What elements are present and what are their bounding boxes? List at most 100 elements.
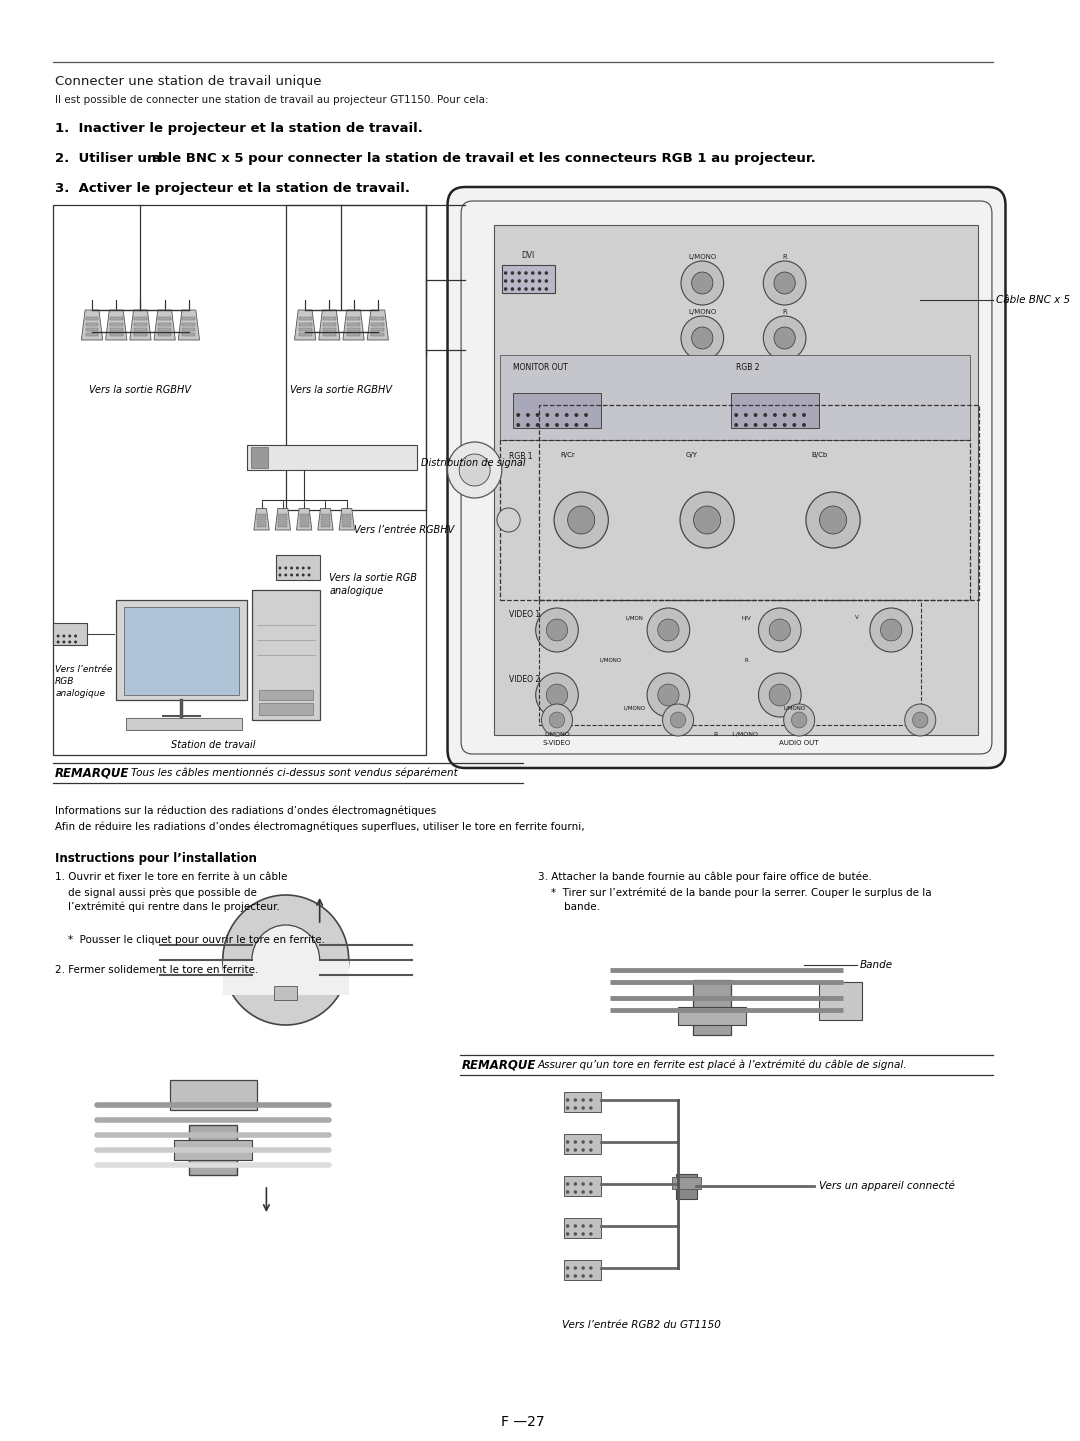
- Polygon shape: [81, 310, 103, 340]
- Circle shape: [573, 1274, 577, 1278]
- Circle shape: [764, 424, 767, 427]
- Polygon shape: [130, 310, 151, 340]
- Circle shape: [590, 1098, 593, 1102]
- Text: 1. Ouvrir et fixer le tore en ferrite à un câble: 1. Ouvrir et fixer le tore en ferrite à …: [55, 872, 287, 882]
- Text: Vers un appareil connecté: Vers un appareil connecté: [819, 1180, 955, 1192]
- Bar: [117, 599, 247, 700]
- Bar: [564, 1092, 600, 1112]
- Circle shape: [581, 1148, 585, 1151]
- Circle shape: [541, 705, 572, 736]
- Bar: [323, 317, 336, 320]
- Bar: [159, 317, 171, 320]
- Circle shape: [773, 424, 777, 427]
- Circle shape: [566, 1225, 569, 1228]
- Text: L/MONO: L/MONO: [783, 705, 806, 710]
- Bar: [299, 522, 309, 523]
- Circle shape: [774, 272, 795, 294]
- Circle shape: [566, 1140, 569, 1144]
- Circle shape: [744, 424, 747, 427]
- Text: H/V: H/V: [741, 615, 751, 620]
- Text: R       L/MONO: R L/MONO: [714, 732, 758, 736]
- Circle shape: [806, 491, 860, 548]
- Polygon shape: [106, 310, 126, 340]
- Circle shape: [531, 287, 535, 291]
- Bar: [321, 522, 330, 523]
- Circle shape: [647, 608, 690, 651]
- Bar: [251, 447, 268, 468]
- Circle shape: [769, 684, 791, 706]
- Circle shape: [538, 271, 541, 275]
- Circle shape: [792, 712, 807, 728]
- Bar: [500, 440, 970, 599]
- Text: AUDIO OUT: AUDIO OUT: [780, 741, 819, 746]
- Circle shape: [554, 491, 608, 548]
- Polygon shape: [297, 509, 312, 530]
- Bar: [539, 599, 921, 725]
- Bar: [183, 317, 195, 320]
- Circle shape: [565, 414, 568, 416]
- Circle shape: [573, 1140, 577, 1144]
- Circle shape: [63, 634, 66, 637]
- Circle shape: [511, 280, 514, 282]
- Circle shape: [568, 506, 595, 535]
- Circle shape: [581, 1182, 585, 1186]
- Bar: [672, 1177, 701, 1189]
- Circle shape: [565, 424, 568, 427]
- Circle shape: [573, 1232, 577, 1236]
- Circle shape: [544, 287, 548, 291]
- Circle shape: [573, 1225, 577, 1228]
- Text: Instructions pour l’installation: Instructions pour l’installation: [55, 852, 257, 865]
- Text: 3. Attacher la bande fournie au câble pour faire office de butée.: 3. Attacher la bande fournie au câble po…: [538, 872, 872, 882]
- Circle shape: [56, 634, 59, 637]
- Bar: [372, 333, 384, 336]
- Circle shape: [590, 1148, 593, 1151]
- Circle shape: [647, 673, 690, 718]
- Circle shape: [754, 424, 757, 427]
- Circle shape: [905, 705, 935, 736]
- Polygon shape: [254, 509, 269, 530]
- Circle shape: [504, 287, 508, 291]
- Circle shape: [504, 280, 508, 282]
- Bar: [342, 526, 351, 527]
- Bar: [731, 393, 819, 428]
- Text: L/MONO: L/MONO: [544, 732, 570, 736]
- Circle shape: [536, 424, 540, 427]
- Circle shape: [517, 280, 521, 282]
- Circle shape: [566, 1267, 569, 1270]
- Circle shape: [516, 414, 521, 416]
- Circle shape: [575, 414, 578, 416]
- Circle shape: [581, 1140, 585, 1144]
- Circle shape: [566, 1182, 569, 1186]
- Bar: [279, 513, 287, 516]
- Circle shape: [526, 414, 530, 416]
- Circle shape: [764, 414, 767, 416]
- Bar: [347, 317, 360, 320]
- Circle shape: [590, 1140, 593, 1144]
- Circle shape: [573, 1267, 577, 1270]
- Circle shape: [758, 673, 801, 718]
- Circle shape: [681, 261, 724, 305]
- Circle shape: [301, 566, 305, 569]
- Text: Vers la sortie RGB: Vers la sortie RGB: [329, 574, 417, 584]
- Text: Il est possible de connecter une station de travail au projecteur GT1150. Pour c: Il est possible de connecter une station…: [55, 95, 489, 105]
- Text: R: R: [744, 659, 747, 663]
- Bar: [126, 718, 242, 731]
- Bar: [299, 317, 311, 320]
- Text: 2. Fermer solidement le tore en ferrite.: 2. Fermer solidement le tore en ferrite.: [55, 965, 258, 976]
- Text: Vers l’entrée RGBHV: Vers l’entrée RGBHV: [353, 525, 454, 535]
- Circle shape: [63, 640, 66, 644]
- Circle shape: [754, 414, 757, 416]
- Circle shape: [546, 620, 568, 641]
- Circle shape: [691, 272, 713, 294]
- Text: *  Tirer sur l’extrémité de la bande pour la serrer. Couper le surplus de la: * Tirer sur l’extrémité de la bande pour…: [538, 888, 931, 898]
- Polygon shape: [318, 509, 333, 530]
- Bar: [321, 513, 330, 516]
- Circle shape: [511, 271, 514, 275]
- Circle shape: [538, 287, 541, 291]
- Bar: [678, 1007, 746, 1025]
- Circle shape: [783, 424, 786, 427]
- Bar: [323, 333, 336, 336]
- Text: L/MONO: L/MONO: [623, 705, 646, 710]
- Circle shape: [279, 566, 282, 569]
- Bar: [110, 317, 123, 320]
